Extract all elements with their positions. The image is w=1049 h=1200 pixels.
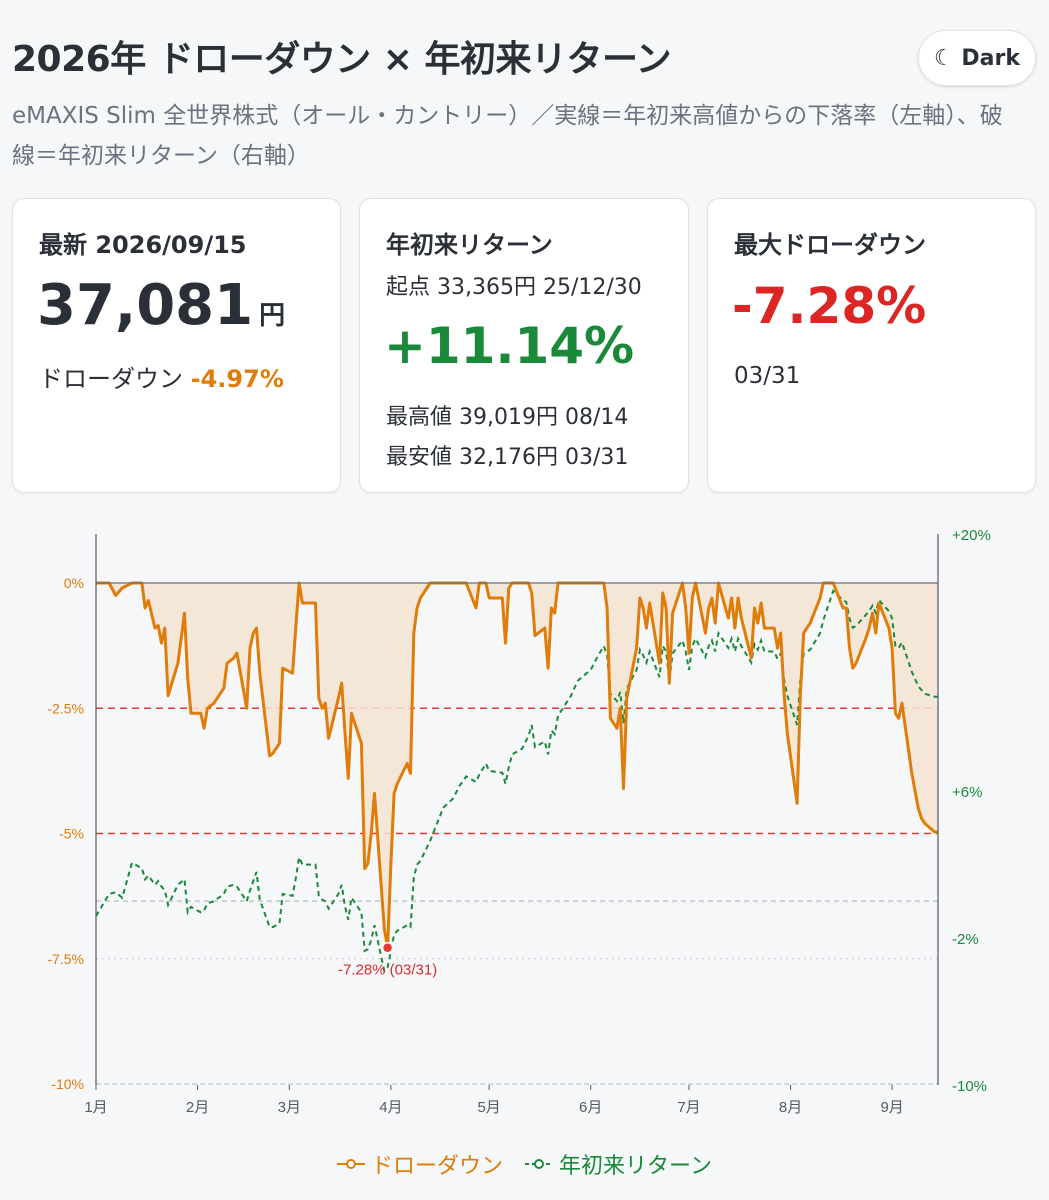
dark-mode-button-label: ☾ Dark — [934, 45, 1020, 71]
min-drawdown-marker — [381, 941, 394, 954]
x-axis-tick-label: 1月 — [84, 1099, 107, 1116]
x-axis-tick-label: 3月 — [278, 1099, 301, 1116]
legend-drawdown-label: ドローダウン — [371, 1154, 504, 1179]
page-subtitle: eMAXIS Slim 全世界株式（オール・カントリー）／実線＝年初来高値からの… — [12, 103, 1003, 169]
drawdown-return-chart: 0%-2.5%-5%-7.5%-10%+20%+6%-2%-10%1月 2月 3月 4… — [47, 527, 991, 1116]
x-axis-tick-label: 7月 — [677, 1099, 700, 1116]
right-axis-tick-label: +20% — [952, 527, 991, 544]
x-axis-tick-label: 6月 — [579, 1099, 602, 1116]
x-axis-tick-label: 5月 — [477, 1099, 500, 1116]
legend-drawdown-icon — [337, 1159, 366, 1169]
left-axis-tick-label: 0% — [64, 575, 84, 591]
drawdown-fill-area — [96, 583, 938, 948]
x-axis-tick-label: 2月 — [186, 1099, 209, 1116]
legend-return-icon — [525, 1159, 554, 1169]
maxdd-value: -7.28% — [732, 277, 927, 335]
latest-price-value: 37,081 — [37, 273, 254, 338]
latest-label: 最新 2026/09/15 — [39, 231, 247, 259]
latest-card: 最新 2026/09/15 37,081 円 ドローダウン -4.97% — [12, 198, 341, 493]
drawdown-series-line — [96, 581, 938, 950]
min-drawdown-annotation: -7.28% (03/31) — [338, 962, 437, 979]
latest-price: 37,081 円 — [37, 273, 285, 338]
ytd-low: 最安値 32,176円 03/31 — [386, 445, 629, 470]
page-title: 2026年 ドローダウン × 年初来リターン — [12, 39, 672, 80]
latest-price-unit: 円 — [259, 301, 286, 331]
right-axis-tick-label: +6% — [952, 784, 982, 801]
legend-item-return[interactable]: 年初来リターン — [525, 1148, 712, 1180]
left-axis-tick-label: -10% — [51, 1076, 84, 1092]
ytd-high: 最高値 39,019円 08/14 — [386, 405, 629, 430]
maxdd-date: 03/31 — [734, 363, 801, 389]
x-axis-tick-label: 9月 — [880, 1099, 903, 1116]
legend-item-drawdown[interactable]: ドローダウン — [337, 1148, 503, 1180]
ytd-start: 起点 33,365円 25/12/30 — [386, 275, 642, 300]
legend-return-label: 年初来リターン — [559, 1154, 712, 1179]
left-axis-tick-label: -5% — [59, 826, 84, 842]
x-axis-tick-label: 4月 — [379, 1099, 402, 1116]
maxdd-label: 最大ドローダウン — [734, 231, 926, 259]
return-series-line — [95, 589, 938, 974]
latest-drawdown: ドローダウン -4.97% — [39, 359, 284, 394]
right-axis-tick-label: -10% — [952, 1078, 987, 1095]
left-axis-tick-label: -7.5% — [47, 951, 84, 967]
max-drawdown-card: 最大ドローダウン -7.28% 03/31 — [707, 198, 1036, 493]
chart-legend: ドローダウン 年初来リターン — [0, 1148, 1049, 1180]
latest-drawdown-label: ドローダウン — [39, 365, 183, 393]
x-axis-tick-label: 8月 — [779, 1099, 802, 1116]
dark-mode-button[interactable]: ☾ Dark — [918, 30, 1036, 86]
ytd-value: +11.14% — [384, 317, 635, 375]
ytd-card: 年初来リターン 起点 33,365円 25/12/30 +11.14% 最高値 … — [359, 198, 689, 493]
right-axis-tick-label: -2% — [952, 931, 979, 948]
latest-drawdown-value: -4.97% — [190, 365, 284, 393]
ytd-label: 年初来リターン — [386, 231, 553, 259]
left-axis-tick-label: -2.5% — [47, 700, 84, 716]
